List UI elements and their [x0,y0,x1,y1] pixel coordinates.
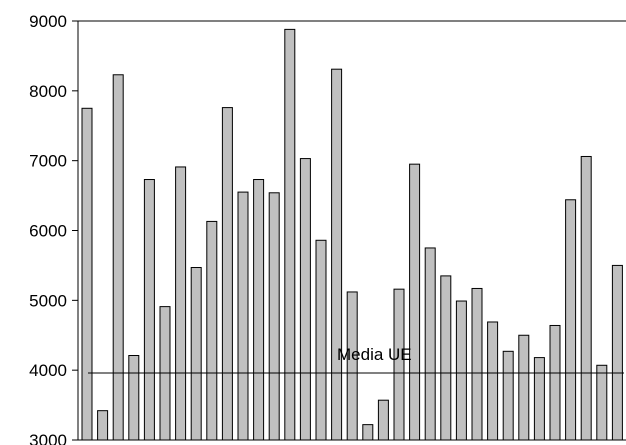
bar [128,355,140,441]
bar [284,28,296,441]
bar [206,220,218,441]
bar [112,74,124,441]
bar [299,158,311,441]
bar [549,324,561,441]
y-tick-label: 6000 [29,222,67,241]
bar [81,107,93,441]
bar [518,334,530,441]
bar [409,163,421,441]
bar [596,364,608,441]
bar [253,179,265,441]
y-tick-label: 3000 [29,431,67,445]
y-tick-label: 5000 [29,291,67,310]
bar [143,179,155,441]
bar [237,191,249,441]
y-tick-label: 9000 [29,12,67,31]
bar [424,247,436,441]
bar [580,155,592,441]
bar [377,399,389,441]
y-tick-label: 4000 [29,361,67,380]
bar [362,424,374,441]
y-tick-label: 8000 [29,82,67,101]
bar [611,264,623,441]
bar [97,410,109,441]
bar [471,287,483,441]
bar [455,300,467,441]
bar [190,267,202,441]
reference-line-label: Media UE [337,345,412,364]
bar [533,357,545,441]
bar [440,275,452,441]
y-tick-label: 7000 [29,152,67,171]
bar [393,288,405,441]
bar [221,107,233,441]
bar [331,68,343,441]
bars-group [81,28,623,441]
reference-line-group: Media UE [88,345,624,374]
bar [315,239,327,441]
y-ticks-group: 3000 4000 5000 6000 7000 8000 9000 [29,12,78,445]
bar [487,321,499,441]
bar [565,199,577,441]
bar [175,166,187,441]
bar [502,350,514,441]
bar [268,192,280,441]
bar [346,291,358,441]
